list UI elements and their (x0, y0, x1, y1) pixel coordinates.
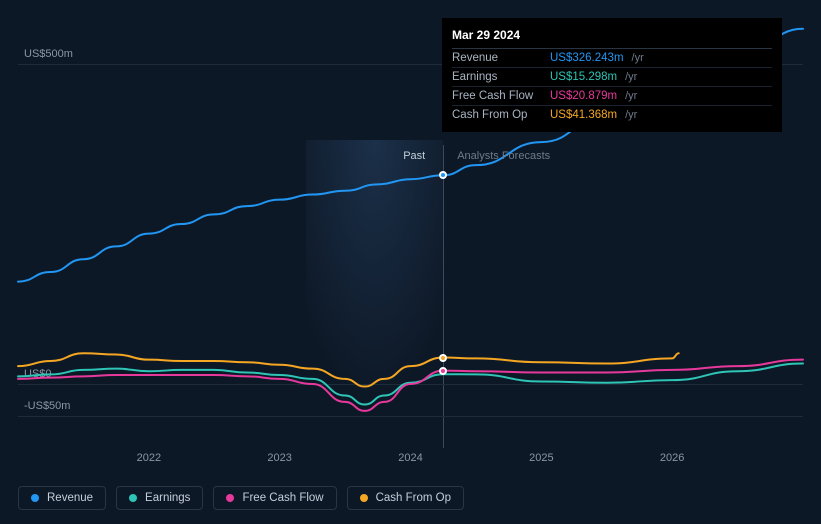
x-axis-label: 2025 (529, 452, 553, 464)
tooltip-row-label: Earnings (452, 71, 542, 83)
marker-fcf (439, 367, 447, 375)
x-axis-label: 2023 (267, 452, 291, 464)
marker-revenue (439, 171, 447, 179)
legend: Revenue Earnings Free Cash Flow Cash From O… (18, 486, 464, 510)
tooltip-row-0: Revenue US$326.243m/yr (452, 49, 772, 68)
tooltip-row-value: US$41.368m (550, 109, 617, 121)
tooltip-row-unit: /yr (632, 52, 644, 64)
tooltip-row-unit: /yr (625, 71, 637, 83)
x-axis-label: 2024 (398, 452, 422, 464)
legend-label: Free Cash Flow (242, 492, 323, 504)
hover-tooltip: Mar 29 2024 RevenueUS$326.243m/yrEarning… (442, 18, 782, 132)
legend-item-revenue[interactable]: Revenue (18, 486, 106, 510)
tooltip-row-value: US$20.879m (550, 90, 617, 102)
legend-swatch-icon (31, 494, 39, 502)
legend-item-cfo[interactable]: Cash From Op (347, 486, 464, 510)
tooltip-row-2: Free Cash Flow US$20.879m/yr (452, 87, 772, 106)
tooltip-row-label: Cash From Op (452, 109, 542, 121)
tooltip-row-unit: /yr (625, 109, 637, 121)
legend-swatch-icon (129, 494, 137, 502)
marker-cfo (439, 354, 447, 362)
tooltip-row-value: US$15.298m (550, 71, 617, 83)
tooltip-row-label: Free Cash Flow (452, 90, 542, 102)
legend-item-earnings[interactable]: Earnings (116, 486, 203, 510)
tooltip-row-value: US$326.243m (550, 52, 624, 64)
tooltip-row-unit: /yr (625, 90, 637, 102)
legend-item-fcf[interactable]: Free Cash Flow (213, 486, 336, 510)
tooltip-row-label: Revenue (452, 52, 542, 64)
x-axis-label: 2022 (137, 452, 161, 464)
tooltip-date: Mar 29 2024 (452, 24, 772, 49)
past-label: Past (403, 150, 435, 162)
series-line-fcf (18, 360, 803, 411)
legend-swatch-icon (226, 494, 234, 502)
legend-label: Cash From Op (376, 492, 451, 504)
x-axis-label: 2026 (660, 452, 684, 464)
legend-swatch-icon (360, 494, 368, 502)
tooltip-row-3: Cash From Op US$41.368m/yr (452, 106, 772, 124)
legend-label: Revenue (47, 492, 93, 504)
legend-label: Earnings (145, 492, 190, 504)
tooltip-row-1: Earnings US$15.298m/yr (452, 68, 772, 87)
forecast-label: Analysts Forecasts (457, 150, 550, 162)
